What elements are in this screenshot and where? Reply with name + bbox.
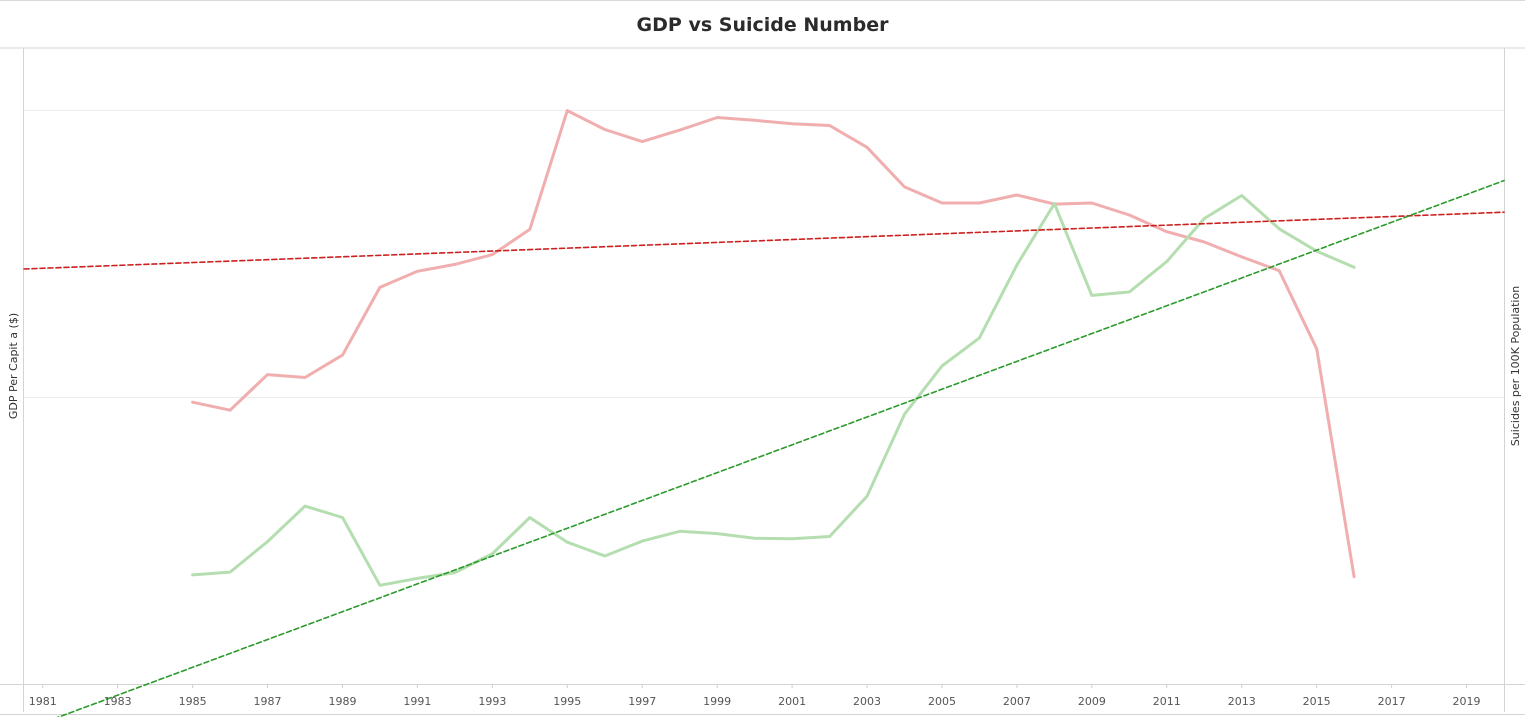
chart-title: GDP vs Suicide Number bbox=[636, 14, 889, 36]
y-axis-right-label: Suicides per 100K Population bbox=[1509, 286, 1522, 446]
y-axis-left-label: GDP Per Capit a ($) bbox=[7, 313, 20, 419]
trend-line-2 bbox=[23, 211, 1505, 270]
x-tick-label: 1983 bbox=[104, 695, 132, 708]
x-tick-label: 1987 bbox=[254, 695, 282, 708]
x-tick-label: 2017 bbox=[1378, 695, 1406, 708]
x-tick-label: 2007 bbox=[1003, 695, 1031, 708]
trend-line-3 bbox=[56, 179, 1505, 717]
x-tick-label: 2005 bbox=[928, 695, 956, 708]
x-tick-label: 2019 bbox=[1453, 695, 1481, 708]
gridlines bbox=[24, 110, 1504, 398]
x-tick-label: 1985 bbox=[179, 695, 207, 708]
x-tick-label: 2003 bbox=[853, 695, 881, 708]
x-tick-label: 2011 bbox=[1153, 695, 1181, 708]
x-tick-label: 1997 bbox=[628, 695, 656, 708]
x-tick-label: 1993 bbox=[478, 695, 506, 708]
x-axis-ticks: 1981 1983 1985 1987 1989 1991 1993 1995 1997 1999… bbox=[29, 684, 1481, 708]
x-tick-label: 1991 bbox=[403, 695, 431, 708]
x-tick-label: 2013 bbox=[1228, 695, 1256, 708]
x-tick-label: 1989 bbox=[328, 695, 356, 708]
x-tick-label: 1995 bbox=[553, 695, 581, 708]
x-tick-label: 2009 bbox=[1078, 695, 1106, 708]
x-tick-label: 1981 bbox=[29, 695, 57, 708]
x-tick-label: 2015 bbox=[1303, 695, 1331, 708]
x-tick-label: 1999 bbox=[703, 695, 731, 708]
series-line-1 bbox=[191, 194, 1356, 587]
series-line-0 bbox=[191, 109, 1356, 579]
x-tick-label: 2001 bbox=[778, 695, 806, 708]
series-layer bbox=[23, 109, 1505, 717]
